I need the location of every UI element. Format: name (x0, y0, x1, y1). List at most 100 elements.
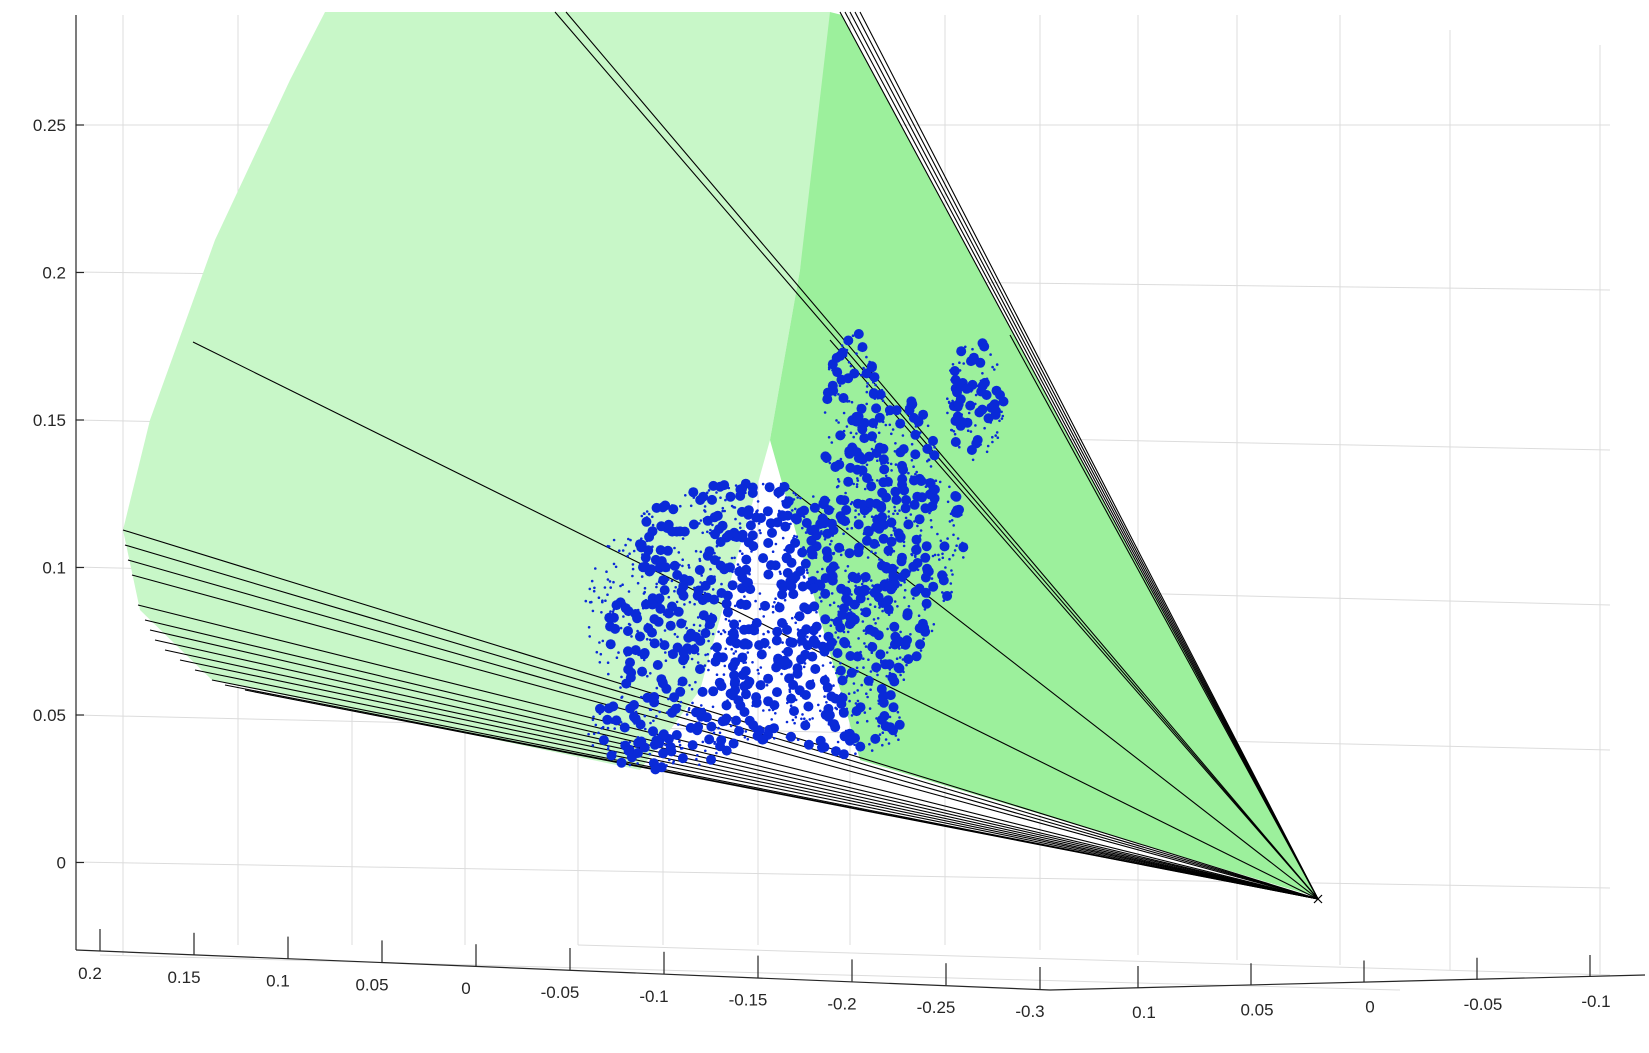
point (826, 518, 837, 529)
point (763, 673, 774, 684)
point (639, 695, 643, 699)
point (845, 651, 856, 661)
point (655, 686, 659, 690)
point (774, 486, 785, 497)
point (760, 600, 771, 611)
point (870, 749, 874, 752)
point (900, 568, 911, 579)
point (874, 622, 877, 625)
point (720, 582, 723, 586)
point (862, 657, 865, 660)
point (619, 722, 630, 733)
point (883, 545, 894, 556)
point (733, 695, 744, 706)
point (595, 650, 599, 654)
point (605, 639, 616, 650)
point (849, 368, 860, 379)
x-tick-label: -0.3 (1015, 1002, 1044, 1021)
point (838, 707, 849, 718)
point (738, 619, 742, 623)
point (868, 418, 879, 429)
point (878, 519, 889, 530)
point (900, 503, 911, 514)
point (834, 706, 837, 710)
point (863, 526, 874, 537)
point (671, 761, 675, 765)
point (805, 568, 809, 572)
point (870, 447, 874, 451)
point (893, 600, 897, 603)
point (738, 522, 742, 525)
point (836, 478, 840, 481)
point (837, 675, 848, 686)
point (847, 399, 851, 403)
point (946, 537, 949, 540)
point (927, 458, 931, 462)
point (673, 606, 684, 617)
z-tick-label: 0.15 (33, 411, 66, 430)
point (981, 372, 984, 375)
point (837, 605, 840, 608)
point (838, 393, 849, 403)
point (950, 428, 953, 432)
point (712, 731, 716, 735)
point (663, 608, 674, 619)
point (707, 639, 710, 643)
point (606, 661, 610, 664)
point (977, 404, 988, 415)
point (818, 596, 822, 599)
point (869, 670, 873, 673)
point (647, 526, 658, 537)
point (991, 406, 1001, 416)
point (648, 726, 658, 737)
point (778, 570, 782, 574)
point (989, 353, 992, 356)
point (688, 684, 691, 687)
point (645, 510, 649, 513)
z-tick-label: 0.1 (42, 559, 66, 578)
point (711, 632, 715, 636)
point (698, 557, 701, 561)
point (929, 465, 933, 468)
point (862, 629, 866, 632)
point (606, 544, 610, 548)
point (855, 483, 859, 486)
point (910, 552, 913, 556)
point (716, 681, 727, 692)
point (870, 733, 881, 744)
point (844, 491, 847, 495)
point (706, 653, 710, 656)
point (621, 549, 625, 552)
point (874, 412, 885, 423)
point (847, 571, 858, 582)
point (588, 635, 591, 638)
point (823, 538, 827, 541)
point (854, 584, 857, 588)
point (698, 629, 701, 633)
point (915, 639, 926, 650)
point (864, 498, 875, 508)
point (771, 662, 782, 673)
point (735, 484, 746, 495)
point (811, 717, 814, 720)
point (785, 720, 789, 724)
point (842, 532, 845, 536)
point (608, 701, 619, 712)
point (884, 738, 888, 741)
point (606, 578, 610, 581)
point (703, 664, 707, 667)
point (604, 612, 615, 623)
point (958, 542, 969, 553)
point (965, 400, 976, 411)
point (840, 344, 844, 347)
point (829, 624, 833, 627)
point (646, 674, 649, 678)
point (606, 750, 617, 761)
point (855, 432, 858, 435)
point (601, 600, 604, 604)
point (832, 617, 843, 628)
point (979, 341, 990, 352)
point (875, 389, 886, 400)
point (826, 637, 837, 648)
